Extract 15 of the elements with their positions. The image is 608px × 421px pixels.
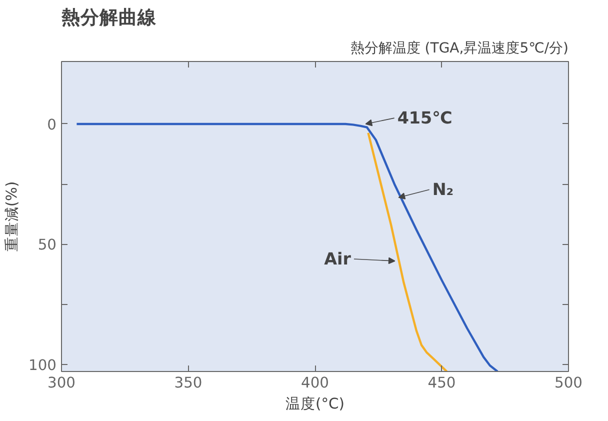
x-tick-label: 350 (174, 374, 202, 392)
y-axis-title: 重量減(%) (4, 181, 21, 252)
chart-title: 熱分解曲線 (60, 6, 158, 28)
x-tick-label: 500 (554, 374, 582, 392)
x-tick-label: 300 (48, 374, 76, 392)
chart-subtitle: 熱分解温度 (TGA,昇温速度5℃/分) (350, 40, 569, 56)
annotation: N₂ (432, 180, 454, 200)
y-tick-label: 50 (38, 236, 57, 254)
x-axis-title: 温度(°C) (286, 396, 344, 412)
annotation: Air (324, 249, 352, 268)
x-tick-label: 450 (428, 374, 456, 392)
x-tick-label: 400 (301, 374, 329, 392)
y-tick-label: 0 (47, 116, 57, 134)
y-tick-label: 100 (28, 356, 57, 374)
annotation: 415℃ (397, 108, 452, 128)
